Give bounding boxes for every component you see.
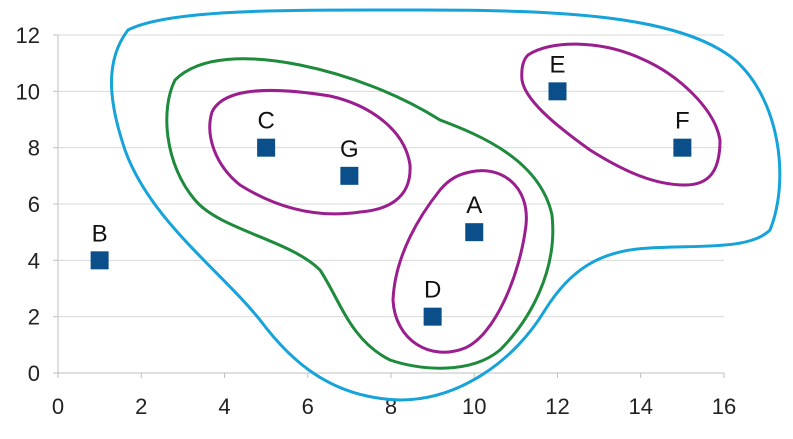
x-tick-label: 10 xyxy=(462,394,486,419)
y-tick-label: 0 xyxy=(28,361,40,386)
data-point-a xyxy=(465,223,484,242)
cluster-outline-cg xyxy=(208,88,412,216)
x-tick-label: 12 xyxy=(545,394,569,419)
cluster-outline-ad xyxy=(391,169,528,354)
point-label-g: G xyxy=(340,136,359,163)
data-point-b xyxy=(90,251,109,270)
x-tick-label: 6 xyxy=(302,394,314,419)
y-tick-label: 8 xyxy=(28,136,40,161)
x-tick-label: 16 xyxy=(712,394,736,419)
x-tick-label: 0 xyxy=(52,394,64,419)
cluster-outline-ef xyxy=(520,42,722,187)
data-point-g xyxy=(340,166,359,185)
point-label-c: C xyxy=(257,108,274,135)
x-tick-label: 14 xyxy=(629,394,653,419)
point-label-e: E xyxy=(549,51,565,78)
grid-lines xyxy=(58,34,724,318)
y-tick-label: 4 xyxy=(28,248,40,273)
y-tick-label: 10 xyxy=(16,79,40,104)
y-tick-label: 12 xyxy=(16,23,40,48)
cluster-outlines xyxy=(110,8,782,402)
point-label-f: F xyxy=(675,108,690,135)
cluster-outline-acdg xyxy=(165,57,555,370)
data-point-d xyxy=(423,307,442,326)
data-point-f xyxy=(673,138,692,157)
cluster-outline-acdefg xyxy=(110,8,782,402)
x-tick-label: 4 xyxy=(218,394,230,419)
point-label-d: D xyxy=(424,277,441,304)
point-label-a: A xyxy=(466,192,482,219)
axes xyxy=(53,34,725,378)
data-point-e xyxy=(548,82,567,101)
x-tick-label: 2 xyxy=(135,394,147,419)
data-point-c xyxy=(257,138,276,157)
point-labels: A B C D E F G xyxy=(92,51,690,303)
point-label-b: B xyxy=(92,220,108,247)
y-tick-label: 6 xyxy=(28,192,40,217)
data-points xyxy=(90,82,692,326)
y-tick-label: 2 xyxy=(28,305,40,330)
